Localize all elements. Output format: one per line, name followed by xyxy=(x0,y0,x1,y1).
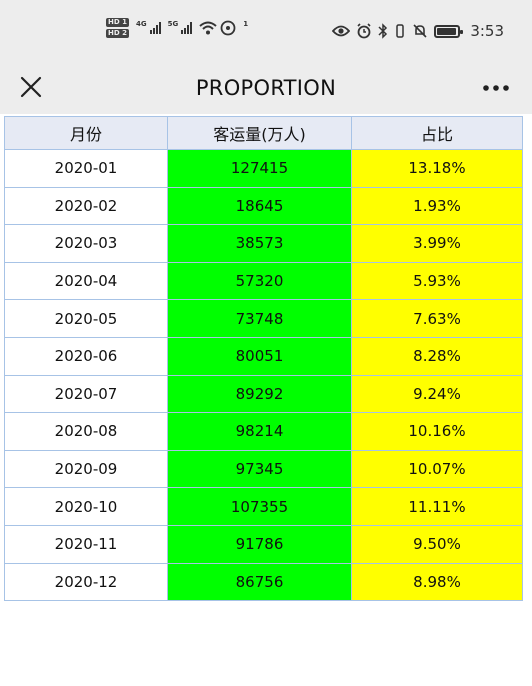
hd2-badge: HD 2 xyxy=(106,29,129,38)
signal-icon xyxy=(149,22,161,34)
eye-icon xyxy=(332,25,351,37)
volume-cell: 98214 xyxy=(167,412,352,451)
table-row: 2020-12 86756 8.98% xyxy=(4,562,523,602)
table-row: 2020-08 98214 10.16% xyxy=(4,412,523,451)
network-indicators: HD 1 HD 2 4G 5G 1 xyxy=(106,18,248,38)
header-volume: 客运量(万人) xyxy=(167,116,352,150)
percent-cell: 9.50% xyxy=(351,524,523,564)
month-cell: 2020-04 xyxy=(4,261,168,301)
page-title: PROPORTION xyxy=(195,76,337,100)
nav-bar: PROPORTION xyxy=(0,62,532,114)
percent-cell: 10.07% xyxy=(351,449,523,489)
bell-off-icon xyxy=(413,24,427,38)
battery-icon xyxy=(434,24,464,38)
table-header-row: 月份 客运量(万人) 占比 xyxy=(4,116,523,150)
status-bar: HD 1 HD 2 4G 5G 1 xyxy=(0,0,532,62)
volume-cell: 89292 xyxy=(167,374,352,414)
hotspot-count: 1 xyxy=(243,20,249,28)
month-cell: 2020-03 xyxy=(4,224,168,263)
percent-cell: 8.28% xyxy=(351,336,523,376)
volume-cell: 107355 xyxy=(167,487,352,526)
hd1-badge: HD 1 xyxy=(106,18,129,27)
network-type-label: 4G xyxy=(135,20,147,28)
percent-cell: 5.93% xyxy=(351,261,523,301)
table-body: 2020-01 127415 13.18% 2020-02 18645 1.93% 2020… xyxy=(4,149,523,602)
bluetooth-icon xyxy=(378,23,388,39)
month-cell: 2020-02 xyxy=(4,186,168,226)
alarm-icon xyxy=(357,23,371,39)
volume-cell: 86756 xyxy=(167,562,352,602)
signal-icon-2 xyxy=(181,22,193,34)
close-icon[interactable] xyxy=(18,74,44,100)
table-row: 2020-01 127415 13.18% xyxy=(4,149,523,188)
month-cell: 2020-06 xyxy=(4,336,168,376)
table-row: 2020-09 97345 10.07% xyxy=(4,449,523,489)
volume-cell: 91786 xyxy=(167,524,352,564)
month-cell: 2020-09 xyxy=(4,449,168,489)
percent-cell: 13.18% xyxy=(351,149,523,188)
clock: 3:53 xyxy=(470,22,504,40)
volume-cell: 57320 xyxy=(167,261,352,301)
system-icons: 3:53 xyxy=(332,22,504,40)
table-row: 2020-06 80051 8.28% xyxy=(4,336,523,376)
percent-cell: 1.93% xyxy=(351,186,523,226)
percent-cell: 8.98% xyxy=(351,562,523,602)
month-cell: 2020-05 xyxy=(4,299,168,338)
vibrate-icon xyxy=(396,24,405,38)
table-row: 2020-10 107355 11.11% xyxy=(4,487,523,526)
month-cell: 2020-08 xyxy=(4,412,168,451)
more-icon[interactable] xyxy=(480,76,512,100)
volume-cell: 127415 xyxy=(167,149,352,188)
wifi-icon xyxy=(199,21,217,35)
table-row: 2020-07 89292 9.24% xyxy=(4,374,523,414)
volume-cell: 80051 xyxy=(167,336,352,376)
percent-cell: 9.24% xyxy=(351,374,523,414)
table-row: 2020-05 73748 7.63% xyxy=(4,299,523,338)
volume-cell: 73748 xyxy=(167,299,352,338)
month-cell: 2020-07 xyxy=(4,374,168,414)
header-percent: 占比 xyxy=(351,116,523,150)
network-type-label-2: 5G xyxy=(167,20,179,28)
percent-cell: 11.11% xyxy=(351,487,523,526)
hotspot-icon xyxy=(220,20,236,36)
table-row: 2020-04 57320 5.93% xyxy=(4,261,523,301)
percent-cell: 10.16% xyxy=(351,412,523,451)
volume-cell: 38573 xyxy=(167,224,352,263)
volume-cell: 18645 xyxy=(167,186,352,226)
month-cell: 2020-11 xyxy=(4,524,168,564)
proportion-table: 月份 客运量(万人) 占比 2020-01 127415 13.18% 2020-02… xyxy=(4,116,523,602)
table-row: 2020-02 18645 1.93% xyxy=(4,186,523,226)
table-row: 2020-03 38573 3.99% xyxy=(4,224,523,263)
header-month: 月份 xyxy=(4,116,168,150)
month-cell: 2020-01 xyxy=(4,149,168,188)
month-cell: 2020-12 xyxy=(4,562,168,602)
volume-cell: 97345 xyxy=(167,449,352,489)
percent-cell: 3.99% xyxy=(351,224,523,263)
percent-cell: 7.63% xyxy=(351,299,523,338)
table-row: 2020-11 91786 9.50% xyxy=(4,524,523,564)
month-cell: 2020-10 xyxy=(4,487,168,526)
